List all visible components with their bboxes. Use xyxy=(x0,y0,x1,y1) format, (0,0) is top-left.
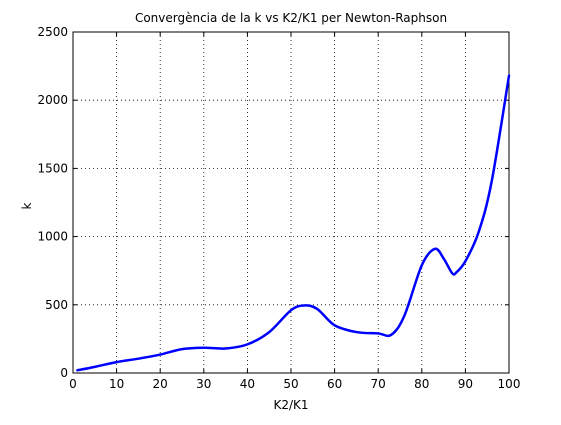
series-layer xyxy=(76,74,511,372)
y-tick-label: 1000 xyxy=(37,230,68,244)
y-tick-label: 500 xyxy=(45,298,68,312)
x-tick-label: 70 xyxy=(371,377,386,391)
x-tick-label: 60 xyxy=(327,377,342,391)
grid xyxy=(73,32,509,373)
series-line xyxy=(76,74,511,372)
y-tick-label: 0 xyxy=(60,366,68,380)
x-tick-label: 80 xyxy=(414,377,429,391)
y-tick-label: 1500 xyxy=(37,161,68,175)
plot-frame xyxy=(72,31,510,374)
x-axis-label: K2/K1 xyxy=(273,398,308,412)
x-tick-label: 90 xyxy=(458,377,473,391)
x-tick-label: 10 xyxy=(109,377,124,391)
y-tick-label: 2500 xyxy=(37,25,68,39)
chart-title: Convergència de la k vs K2/K1 per Newton… xyxy=(135,11,447,25)
y-tick-label: 2000 xyxy=(37,93,68,107)
x-tick-label: 100 xyxy=(498,377,521,391)
x-tick-label: 40 xyxy=(240,377,255,391)
x-tick-label: 50 xyxy=(283,377,298,391)
y-axis-label: k xyxy=(20,202,34,209)
axis-ticks: 0 10 20 30 40 50 60 70 80 90 100050010001500200025… xyxy=(37,25,520,391)
x-tick-label: 30 xyxy=(196,377,211,391)
x-tick-label: 0 xyxy=(69,377,77,391)
x-tick-label: 20 xyxy=(153,377,168,391)
